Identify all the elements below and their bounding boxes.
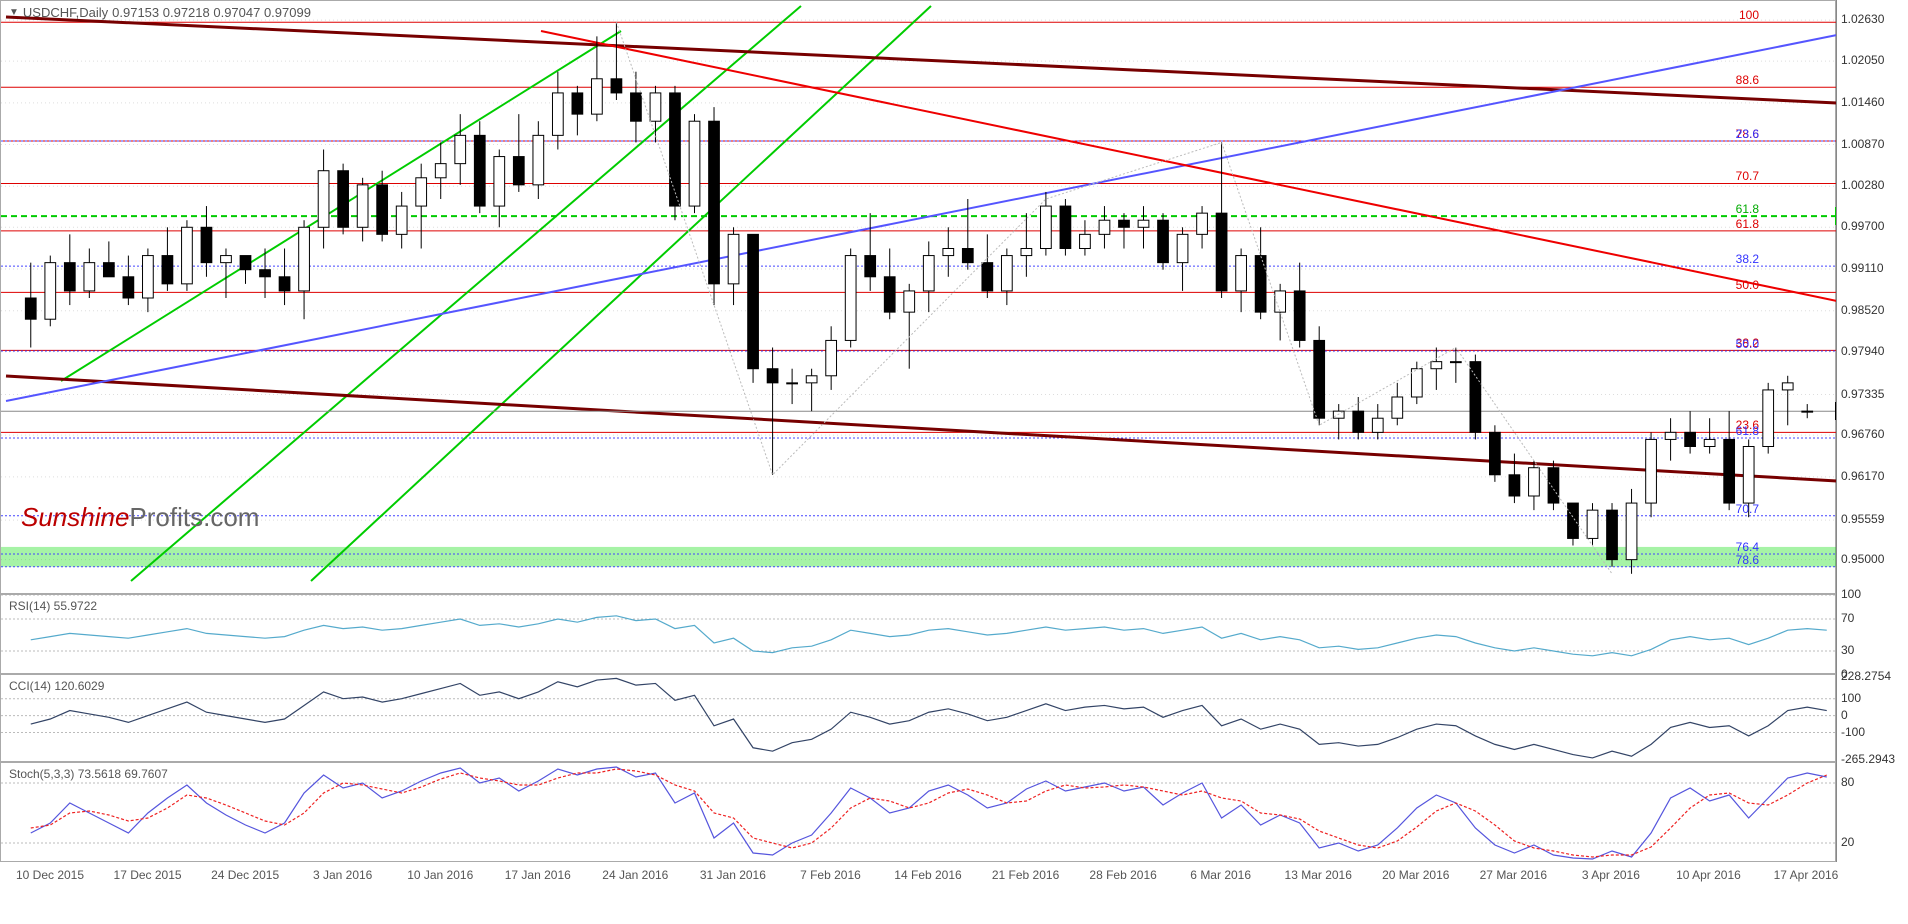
price-tick: 1.02050 [1837,53,1884,67]
stoch-svg [1,763,1837,863]
watermark: SunshineProfits.com [21,502,259,533]
x-tick: 6 Mar 2016 [1190,868,1251,882]
x-tick: 27 Mar 2016 [1480,868,1547,882]
fib-label: 88.6 [1736,73,1759,87]
x-tick: 14 Feb 2016 [894,868,961,882]
x-tick: 28 Feb 2016 [1089,868,1156,882]
price-tick: 0.97940 [1837,344,1884,358]
fib-label: 61.8 [1736,424,1759,438]
chart-title: ▼ USDCHF,Daily 0.97153 0.97218 0.97047 0… [9,5,311,20]
x-tick: 24 Dec 2015 [211,868,279,882]
main-chart-panel[interactable]: ▼ USDCHF,Daily 0.97153 0.97218 0.97047 0… [0,0,1836,594]
fib-label: 50.0 [1736,337,1759,351]
collapse-icon[interactable]: ▼ [9,7,19,18]
cci-title: CCI(14) 120.6029 [9,679,104,693]
price-tick: 0.95000 [1837,552,1884,566]
price-tick: 0.97335 [1837,387,1884,401]
x-tick: 10 Jan 2016 [407,868,473,882]
price-tick: 1.01460 [1837,95,1884,109]
cci-level: 0 [1837,708,1848,722]
x-tick: 17 Dec 2015 [114,868,182,882]
x-tick: 31 Jan 2016 [700,868,766,882]
rsi-level: 70 [1837,611,1854,625]
y-axis: 1.02630 1.02050 1.01460 1.00870 1.00280 0.997… [1836,0,1908,862]
cci-level: 228.2754 [1837,669,1891,683]
stoch-panel[interactable]: Stoch(5,3,3) 73.5618 69.7607 [0,762,1836,862]
stoch-level: 20 [1837,835,1854,849]
price-tick: 1.00280 [1837,178,1884,192]
stoch-level: 80 [1837,775,1854,789]
x-tick: 3 Jan 2016 [313,868,372,882]
rsi-level: 30 [1837,643,1854,657]
symbol-label: USDCHF,Daily [23,5,108,20]
fib-label: 23.6 [1736,127,1759,141]
cci-svg [1,675,1837,763]
cci-level: 100 [1837,691,1861,705]
x-tick: 10 Apr 2016 [1676,868,1741,882]
price-tick: 0.99110 [1837,261,1884,275]
fib-label: 61.8 [1736,217,1759,231]
price-tick: 1.02630 [1837,12,1884,26]
x-tick: 21 Feb 2016 [992,868,1059,882]
ohlc-label: 0.97153 0.97218 0.97047 0.97099 [112,5,311,20]
price-tick: 0.99700 [1837,219,1884,233]
rsi-level: 100 [1837,587,1861,601]
cci-level: -265.2943 [1837,752,1895,766]
rsi-svg [1,595,1837,675]
x-axis: 10 Dec 2015 17 Dec 2015 24 Dec 2015 3 Jan 2… [0,862,1908,924]
fib-label: 100 [1739,8,1759,22]
fib-label: 61.8 [1736,202,1759,216]
price-tick: 1.00870 [1837,137,1884,151]
price-tick: 0.96760 [1837,427,1884,441]
main-chart-svg [1,1,1837,595]
rsi-panel[interactable]: RSI(14) 55.9722 [0,594,1836,674]
fib-label: 70.7 [1736,169,1759,183]
fib-label: 38.2 [1736,252,1759,266]
price-tick: 0.96170 [1837,469,1884,483]
x-tick: 17 Jan 2016 [505,868,571,882]
price-tick: 0.98520 [1837,303,1884,317]
x-tick: 20 Mar 2016 [1382,868,1449,882]
cci-panel[interactable]: CCI(14) 120.6029 [0,674,1836,762]
price-tick: 0.95559 [1837,512,1884,526]
x-tick: 24 Jan 2016 [602,868,668,882]
x-tick: 17 Apr 2016 [1774,868,1839,882]
stoch-title: Stoch(5,3,3) 73.5618 69.7607 [9,767,168,781]
x-tick: 7 Feb 2016 [800,868,861,882]
cci-level: -100 [1837,725,1865,739]
fib-label: 70.7 [1736,502,1759,516]
x-tick: 10 Dec 2015 [16,868,84,882]
fib-label: 50.0 [1736,278,1759,292]
fib-label: 78.6 [1736,553,1759,567]
x-tick: 3 Apr 2016 [1582,868,1640,882]
x-tick: 13 Mar 2016 [1285,868,1352,882]
rsi-title: RSI(14) 55.9722 [9,599,97,613]
